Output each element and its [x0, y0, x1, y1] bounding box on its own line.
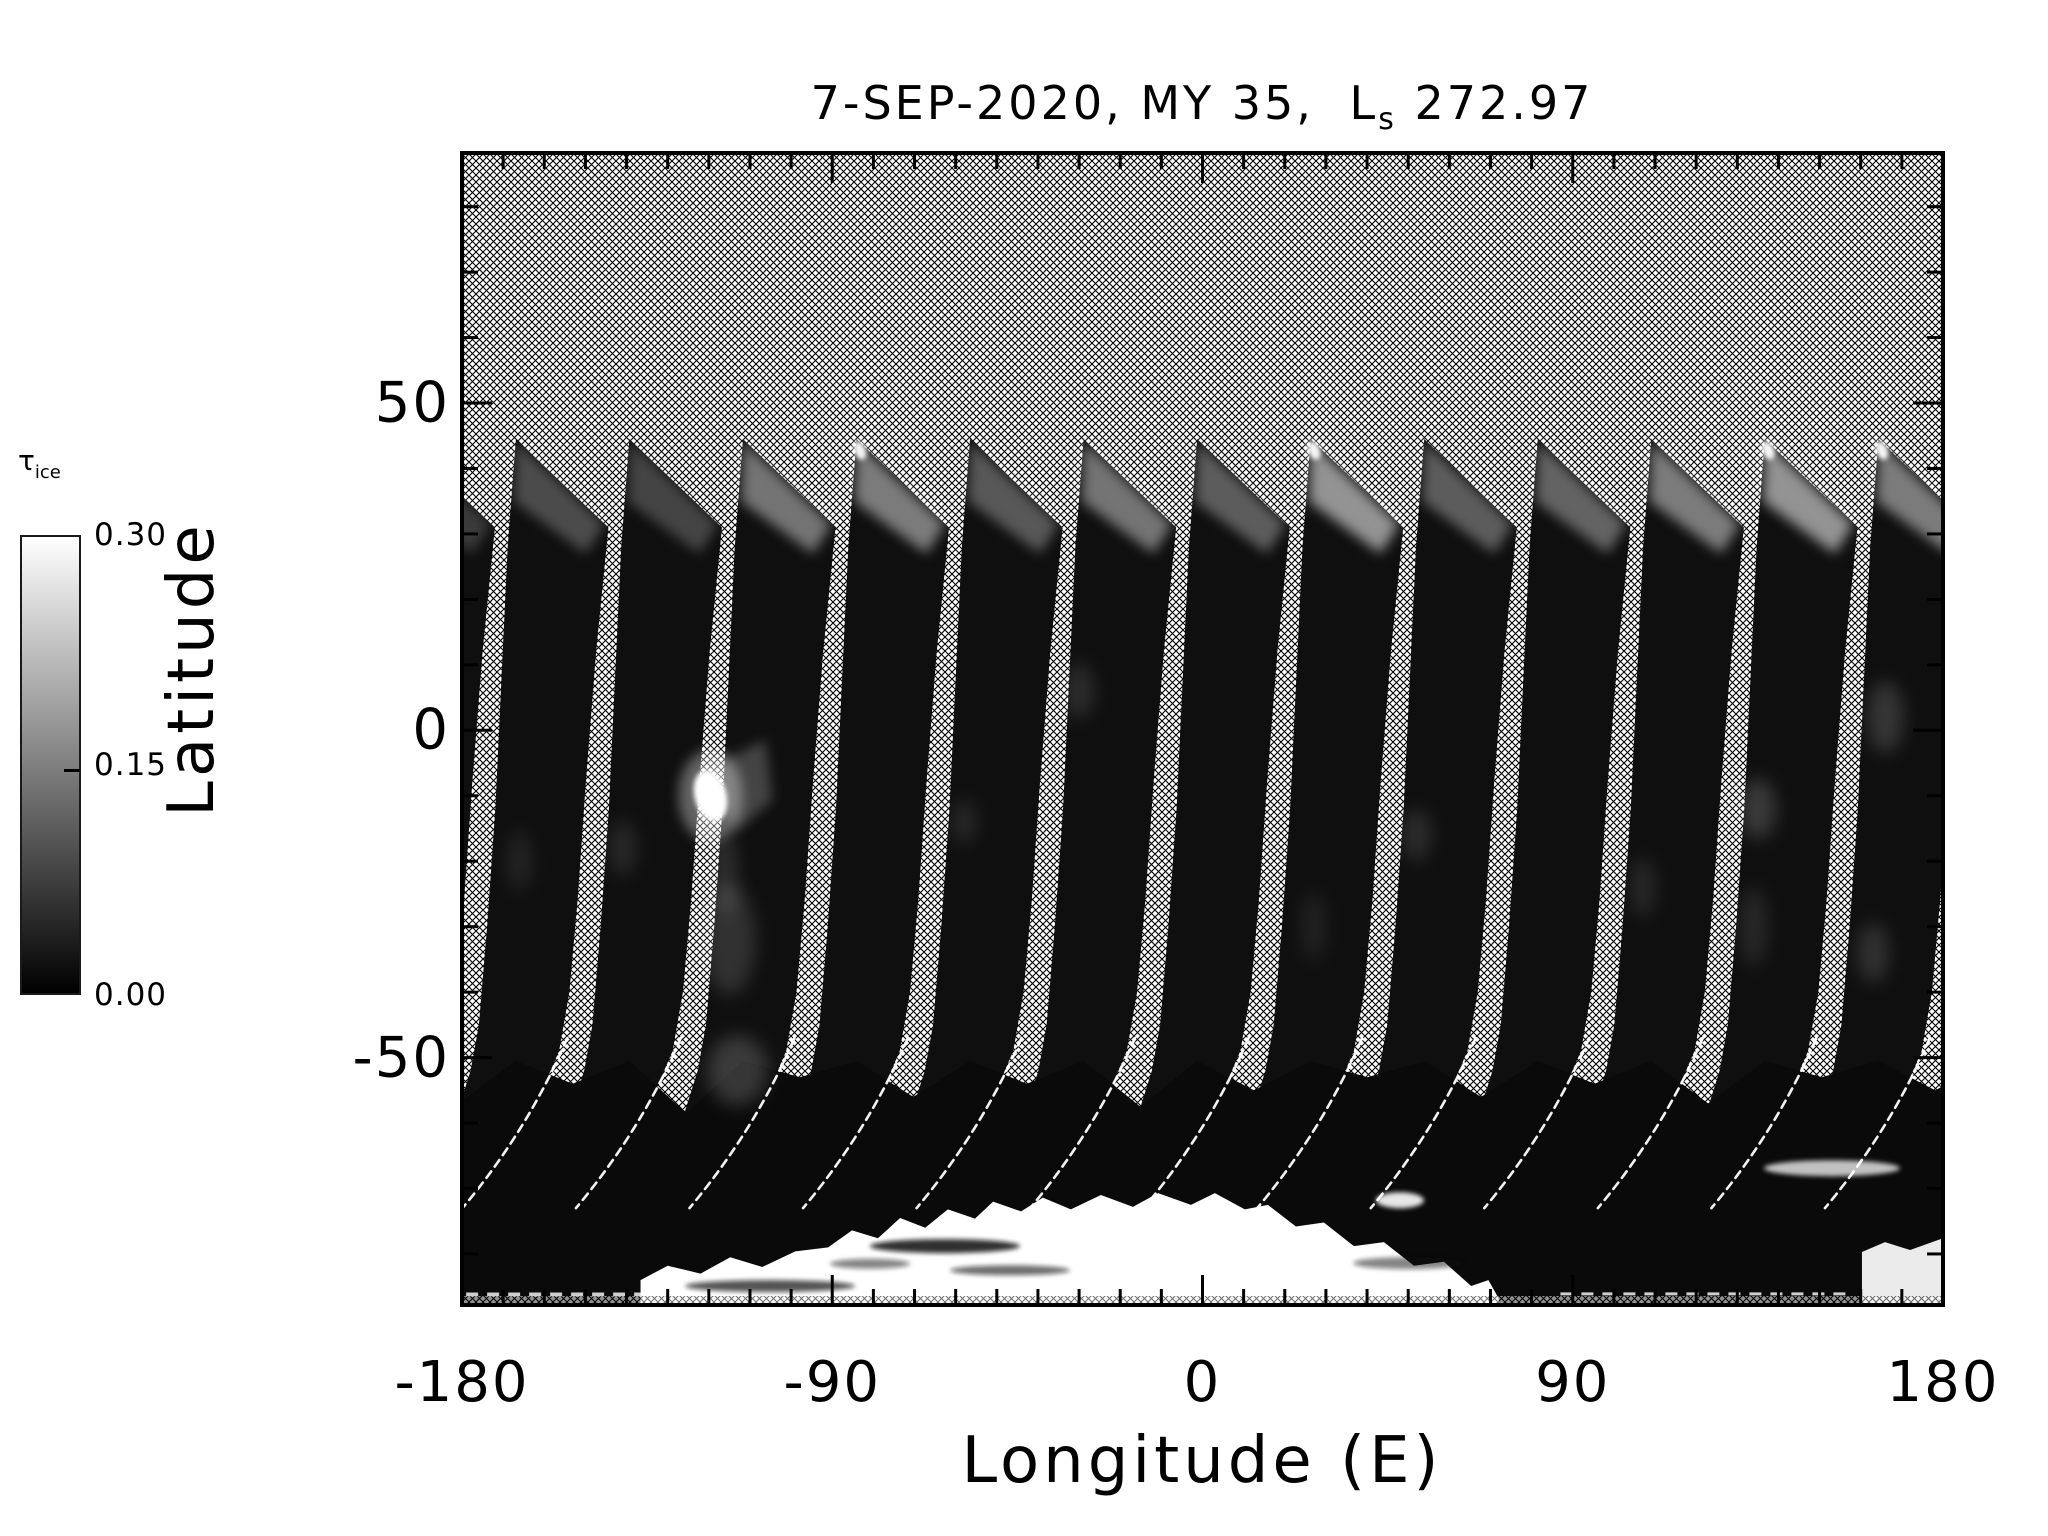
cloud-wisp [1301, 891, 1326, 962]
swath-tip-bright-cloud [1307, 440, 1321, 460]
plot-title-date: 7-SEP-2020, MY 35, [810, 76, 1314, 130]
polar-dark-streak [1353, 1257, 1464, 1270]
colorbar-gradient [20, 535, 81, 995]
cloud-wisp [1739, 778, 1776, 839]
swath-tip-haze [854, 441, 945, 554]
tau-subscript: ice [34, 462, 61, 483]
tau-symbol: τ [18, 444, 35, 477]
swath-tip-haze [1876, 441, 1943, 550]
orbit-swath [1244, 439, 1404, 1137]
y-tick-label: -50 [352, 1025, 450, 1091]
swath-tip-bright-cloud [853, 440, 867, 460]
polar-dark-streak [869, 1239, 1020, 1254]
colorbar-title: τice [18, 444, 61, 483]
orbit-swath [563, 439, 722, 1137]
swath-tip-bright-cloud [1761, 440, 1775, 460]
x-tick-label: -90 [783, 1350, 881, 1415]
colorbar-value-label: 0.30 [94, 517, 168, 553]
swath-data-layer [462, 439, 2048, 1305]
south-merged-swath-band [462, 1060, 1943, 1305]
swath-edge-arc [1369, 1036, 1477, 1210]
cloud-wisp [703, 884, 756, 995]
swath-tip-haze [1649, 441, 1740, 554]
colorbar-value-label: 0.15 [94, 747, 168, 783]
swath-tip-haze [1195, 441, 1286, 554]
swath-edge-arc [1142, 1036, 1250, 1210]
orbit-swath [790, 439, 950, 1137]
orbit-swath [1017, 439, 1177, 1137]
orbit-swath [1812, 439, 1943, 1137]
swath-tip-haze [1762, 441, 1854, 554]
swath-tip-haze [513, 441, 605, 554]
x-tick-label: 0 [1183, 1350, 1222, 1415]
orbit-swath [462, 439, 609, 1137]
cloud-wisp [608, 820, 637, 877]
cloud-wisp [1739, 886, 1768, 967]
y-tick-label: 50 [374, 370, 450, 436]
colorbar-value-label: 0.00 [94, 977, 168, 1013]
polar-hood-white-mass [640, 1193, 1500, 1305]
cloud-wisp [1867, 681, 1904, 754]
swath-tip-haze [1308, 441, 1400, 554]
axes-frame [460, 151, 1945, 1307]
plot-title: 7-SEP-2020, MY 35, Ls 272.97 [811, 76, 1594, 137]
cloud-wisp [1064, 663, 1095, 720]
x-axis-title: Longitude (E) [961, 1424, 1443, 1498]
swath-edge-arc [1028, 1036, 1137, 1210]
swath-tip-haze [740, 441, 832, 554]
swath-tip-haze [968, 441, 1059, 554]
swath-edge-arc [1596, 1036, 1705, 1210]
swath-edge-arc [1483, 1036, 1591, 1210]
comet-cloud-fan [705, 739, 773, 833]
swath-edge-arc [1255, 1036, 1364, 1210]
cloud-wisp [507, 831, 532, 892]
y-tick-label: 0 [412, 697, 450, 763]
swath-edge-arc [462, 1036, 569, 1210]
ls-subscript: s [1378, 102, 1397, 137]
polar-dark-streak [949, 1265, 1070, 1276]
cloud-wisp [1857, 922, 1890, 983]
cloud-wisp [1401, 809, 1432, 862]
orbit-swath [1358, 439, 1517, 1137]
comet-cloud-core [693, 770, 728, 822]
cloud-wisp [1629, 857, 1656, 918]
orbit-swath [1585, 439, 1744, 1137]
cloud-wisp [707, 1035, 768, 1106]
polar-bright-streak [1763, 1160, 1900, 1177]
x-tick-label: 180 [1886, 1350, 2000, 1415]
cloud-wisp [950, 799, 977, 844]
x-tick-label: -180 [394, 1350, 530, 1415]
swath-edge-arc [574, 1036, 683, 1210]
swath-tip-haze [1535, 441, 1627, 554]
orbit-swath [462, 495, 495, 924]
swath-tip-bright-cloud [1875, 440, 1889, 460]
swath-edge-arc [688, 1036, 796, 1210]
ls-symbol: L [1349, 76, 1379, 130]
swath-tip-haze [462, 497, 491, 554]
orbit-swath [1131, 439, 1290, 1137]
ls-value: 272.97 [1414, 76, 1594, 130]
swath-tip-haze [627, 441, 718, 554]
orbit-swath [904, 439, 1063, 1137]
x-tick-label: 90 [1535, 1350, 1611, 1415]
swath-tip-haze [1990, 441, 2048, 554]
orbit-swath [1699, 439, 1858, 1137]
orbit-swath [1471, 439, 1631, 1137]
swath-edge-arc [1823, 1036, 1932, 1210]
polar-dark-streak [685, 1280, 856, 1293]
polar-bright-streak [1375, 1192, 1424, 1209]
colorbar-mid-tick [64, 769, 80, 772]
swath-tip-haze [1081, 441, 1173, 554]
swath-edge-arc [801, 1036, 910, 1210]
swath-edge-arc [1710, 1036, 1818, 1210]
polar-hood-right-patch [1861, 1238, 1943, 1304]
swath-tip-haze [1422, 441, 1513, 554]
polar-dark-streak [830, 1258, 911, 1269]
swath-edge-arc [915, 1036, 1023, 1210]
